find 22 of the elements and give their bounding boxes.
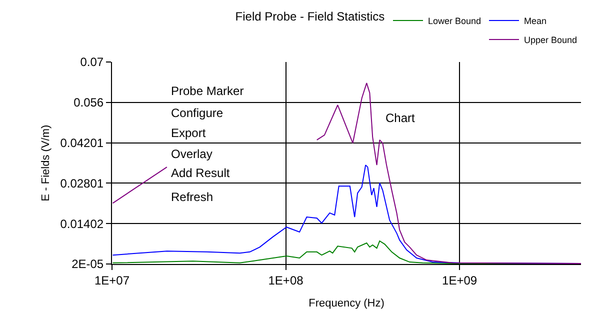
annotation: Export	[171, 126, 206, 140]
y-tick-label: 0.04201	[60, 136, 104, 150]
x-tick-label: 1E+08	[268, 273, 304, 288]
y-tick-label: 2E-05	[72, 257, 104, 272]
annotation: Add Result	[171, 166, 230, 180]
annotation: Overlay	[171, 147, 212, 161]
y-tick-label: 0.056	[74, 96, 104, 110]
annotation: Chart	[385, 111, 416, 125]
y-tick-label: 0.02801	[60, 176, 104, 190]
x-tick-label: 1E+07	[94, 273, 130, 288]
y-tick-label: 0.07	[80, 55, 104, 70]
annotation: Configure	[171, 106, 224, 120]
legend-label: Mean	[524, 16, 547, 26]
legend-label: Upper Bound	[524, 35, 578, 46]
annotation: Refresh	[171, 190, 214, 204]
chart-title: Field Probe - Field Statistics	[235, 9, 385, 24]
legend-label: Lower Bound	[428, 16, 482, 26]
x-axis-title: Frequency (Hz)	[308, 298, 384, 310]
y-axis-title: E - Fields (V/m)	[40, 124, 52, 202]
y-tick-label: 0.01402	[60, 216, 104, 231]
x-tick-label: 1E+09	[442, 273, 478, 288]
annotation: Probe Marker	[171, 84, 244, 98]
